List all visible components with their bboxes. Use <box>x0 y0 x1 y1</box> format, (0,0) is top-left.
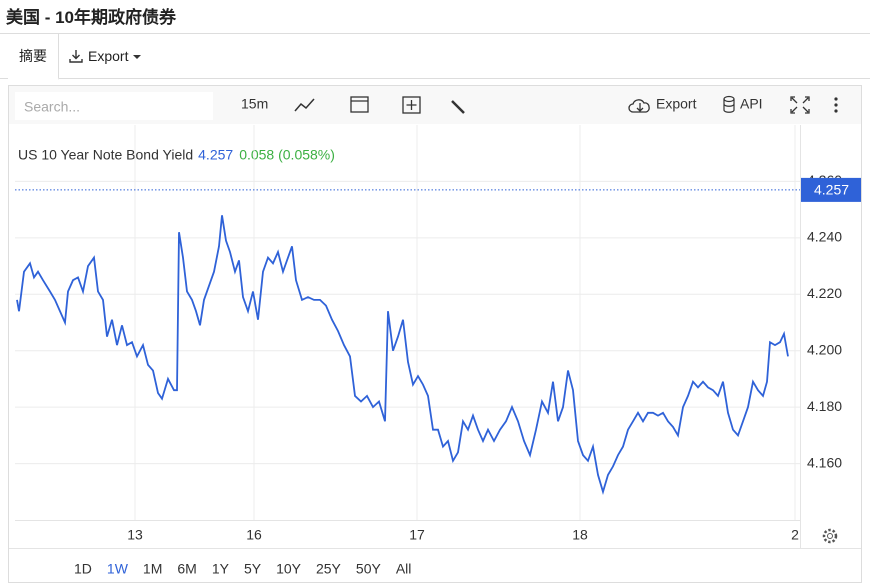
range-button[interactable]: 5Y <box>244 561 262 577</box>
add-icon[interactable] <box>402 96 421 114</box>
y-tick-label: 4.240 <box>807 229 842 245</box>
range-button[interactable]: 25Y <box>316 561 342 577</box>
menu-icon[interactable] <box>834 97 838 113</box>
y-tick-label: 4.220 <box>807 285 842 301</box>
range-button[interactable]: 1W <box>107 561 129 577</box>
range-button[interactable]: 6M <box>177 561 196 577</box>
api-button[interactable]: API <box>740 96 763 112</box>
download-icon <box>69 50 83 63</box>
range-button[interactable]: 1D <box>74 561 92 577</box>
range-button[interactable]: 50Y <box>356 561 382 577</box>
page-title: 美国 - 10年期政府债券 <box>6 8 177 27</box>
price-line <box>16 215 789 495</box>
x-tick-label: 2 <box>791 527 799 543</box>
legend-change: 0.058 (0.058%) <box>239 147 335 163</box>
legend-name: US 10 Year Note Bond Yield <box>18 147 193 163</box>
search-placeholder: Search... <box>24 99 80 115</box>
last-value-tag <box>801 177 861 202</box>
settings-icon[interactable] <box>822 528 838 544</box>
legend-value: 4.257 <box>198 147 233 163</box>
x-tick-label: 13 <box>127 527 143 543</box>
calendar-icon[interactable] <box>350 96 369 113</box>
tab-bar: 摘要 Export <box>0 33 870 80</box>
legend: US 10 Year Note Bond Yield 4.257 0.058 (… <box>18 147 335 163</box>
fullscreen-icon[interactable] <box>790 96 810 114</box>
x-tick-label: 17 <box>409 527 425 543</box>
toolbar <box>9 86 861 124</box>
last-value-label: 4.257 <box>814 182 849 198</box>
chart-frame <box>8 85 862 583</box>
y-tick-label: 4.160 <box>807 454 842 470</box>
range-button[interactable]: 1M <box>143 561 162 577</box>
interval[interactable]: 15m <box>241 96 268 112</box>
export-button[interactable]: Export <box>656 96 697 112</box>
db-icon[interactable] <box>723 95 735 113</box>
tab-summary[interactable]: 摘要 <box>8 34 59 80</box>
range-button[interactable]: All <box>396 561 412 577</box>
y-tick-label: 4.260 <box>807 172 842 188</box>
cloud-icon[interactable] <box>628 99 650 113</box>
wrench-icon[interactable] <box>451 100 465 114</box>
range-button[interactable]: 10Y <box>276 561 302 577</box>
x-tick-label: 16 <box>246 527 262 543</box>
search-box[interactable] <box>15 92 213 120</box>
tab-export[interactable]: Export <box>88 48 129 64</box>
y-tick-label: 4.180 <box>807 398 842 414</box>
y-tick-label: 4.200 <box>807 341 842 357</box>
caret <box>133 55 141 59</box>
x-tick-label: 18 <box>572 527 588 543</box>
range-button[interactable]: 1Y <box>212 561 230 577</box>
line-icon[interactable] <box>294 98 315 112</box>
